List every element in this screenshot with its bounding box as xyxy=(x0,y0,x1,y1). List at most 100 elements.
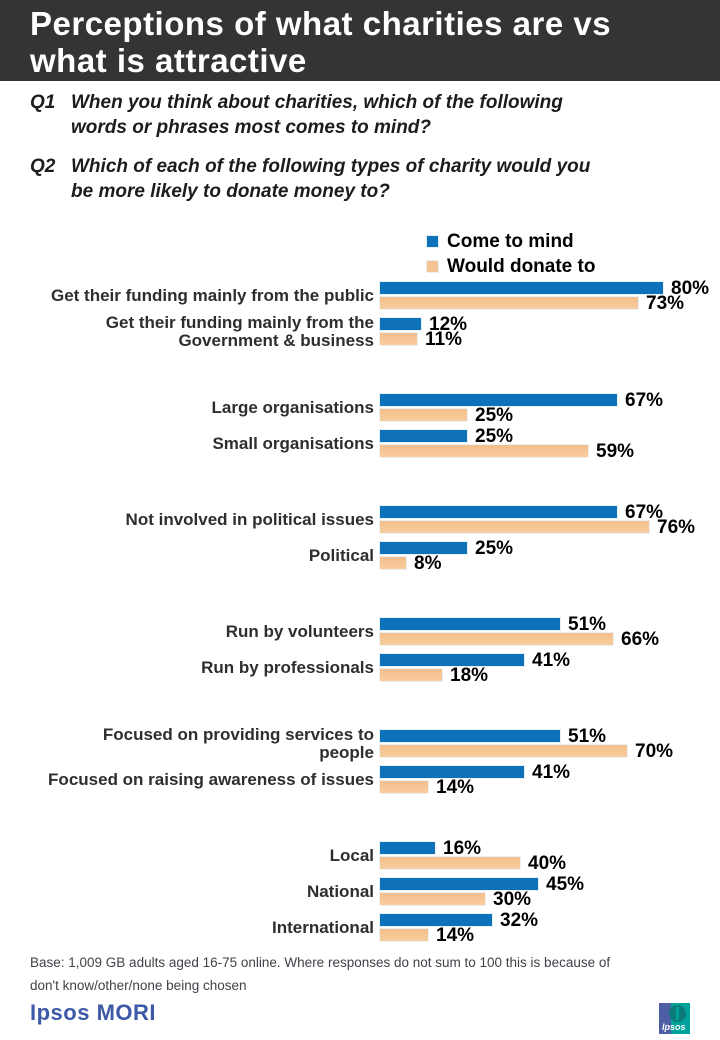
category-label: International xyxy=(271,917,374,937)
value-label-come-to-mind: 25% xyxy=(475,538,514,559)
bar-would-donate-to xyxy=(379,520,650,534)
category-label: Large organisations xyxy=(211,397,374,417)
value-label-would-donate-to: 18% xyxy=(450,665,489,686)
category-label: Small organisations xyxy=(212,433,374,453)
ipsos-logo-stripe xyxy=(659,1003,671,1034)
bar-would-donate-to xyxy=(379,296,639,310)
value-label-would-donate-to: 14% xyxy=(436,925,475,946)
chart-row: Political 25% 8% xyxy=(0,538,720,574)
question-number: Q1 xyxy=(30,92,56,113)
bar-would-donate-to xyxy=(379,928,429,942)
ipsos-logo-figure-icon xyxy=(669,1005,686,1022)
bar-would-donate-to xyxy=(379,780,429,794)
value-label-would-donate-to: 59% xyxy=(596,441,635,462)
category-label: Political xyxy=(308,545,374,565)
bar-come-to-mind xyxy=(379,765,525,779)
value-label-come-to-mind: 67% xyxy=(625,390,664,411)
chart-row: International 32% 14% xyxy=(0,910,720,946)
base-note: Base: 1,009 GB adults aged 16-75 online.… xyxy=(30,955,611,993)
ipsos-logo-text: Ipsos xyxy=(662,1022,686,1032)
bar-would-donate-to xyxy=(379,408,468,422)
value-label-come-to-mind: 80% xyxy=(671,278,710,299)
question-q2: Q2 Which of each of the following types … xyxy=(30,154,670,204)
chart-row: Small organisations 25% 59% xyxy=(0,426,720,462)
chart-row: Run by professionals 41% 18% xyxy=(0,650,720,686)
chart-row: Run by volunteers 51% 66% xyxy=(0,614,720,650)
question-q1: Q1 When you think about charities, which… xyxy=(30,90,670,140)
value-label-would-donate-to: 25% xyxy=(475,405,514,426)
value-label-come-to-mind: 41% xyxy=(532,762,571,783)
bar-would-donate-to xyxy=(379,892,486,906)
category-label: National xyxy=(306,881,374,901)
bar-would-donate-to xyxy=(379,632,614,646)
category-label: Get their funding mainly from the public xyxy=(50,285,374,305)
question-text: Which of each of the following types of … xyxy=(71,156,591,202)
category-label: Run by professionals xyxy=(201,657,374,677)
bar-come-to-mind xyxy=(379,317,422,331)
value-label-come-to-mind: 32% xyxy=(500,910,539,931)
chart-row: Get their funding mainly from the Govern… xyxy=(0,313,720,350)
value-label-come-to-mind: 25% xyxy=(475,426,514,447)
value-label-would-donate-to: 70% xyxy=(635,741,674,762)
category-label: Focused on raising awareness of issues xyxy=(48,769,374,789)
value-label-come-to-mind: 67% xyxy=(625,502,664,523)
brand-wordmark: Ipsos MORI xyxy=(30,1000,157,1025)
value-label-come-to-mind: 51% xyxy=(568,614,607,635)
value-label-would-donate-to: 76% xyxy=(657,517,696,538)
bar-would-donate-to xyxy=(379,332,418,346)
value-label-would-donate-to: 30% xyxy=(493,889,532,910)
value-label-come-to-mind: 51% xyxy=(568,726,607,747)
bar-come-to-mind xyxy=(379,877,539,891)
legend-swatch-would-donate-to xyxy=(426,260,439,273)
questions-block: Q1 When you think about charities, which… xyxy=(30,90,670,218)
value-label-would-donate-to: 8% xyxy=(414,553,442,574)
bar-would-donate-to xyxy=(379,444,589,458)
chart-row: Focused on providing services to people 5… xyxy=(0,725,720,762)
bar-come-to-mind xyxy=(379,729,561,743)
chart-legend: Come to mind Would donate to xyxy=(426,229,595,279)
value-label-would-donate-to: 73% xyxy=(646,293,685,314)
ipsos-logo: Ipsos xyxy=(659,1003,690,1034)
category-label: Local xyxy=(329,845,374,865)
chart-row: Focused on raising awareness of issues 41… xyxy=(0,762,720,798)
bar-would-donate-to xyxy=(379,556,407,570)
value-label-would-donate-to: 14% xyxy=(436,777,475,798)
bar-come-to-mind xyxy=(379,841,436,855)
bar-come-to-mind xyxy=(379,653,525,667)
chart-row: Get their funding mainly from the public… xyxy=(0,278,720,314)
bar-come-to-mind xyxy=(379,281,664,295)
chart-row: Local 16% 40% xyxy=(0,838,720,874)
value-label-would-donate-to: 66% xyxy=(621,629,660,650)
bar-come-to-mind xyxy=(379,913,493,927)
chart-row: Large organisations 67% 25% xyxy=(0,390,720,426)
question-number: Q2 xyxy=(30,156,56,177)
bar-would-donate-to xyxy=(379,744,628,758)
page-title: Perceptions of what charities are vs wha… xyxy=(30,5,612,79)
value-label-come-to-mind: 16% xyxy=(443,838,482,859)
bar-come-to-mind xyxy=(379,617,561,631)
bar-would-donate-to xyxy=(379,856,521,870)
value-label-would-donate-to: 11% xyxy=(425,329,462,350)
legend-label: Would donate to xyxy=(447,255,596,277)
value-label-come-to-mind: 45% xyxy=(546,874,585,895)
value-label-come-to-mind: 41% xyxy=(532,650,571,671)
legend-swatch-come-to-mind xyxy=(426,235,439,248)
bar-come-to-mind xyxy=(379,505,618,519)
bar-come-to-mind xyxy=(379,541,468,555)
title-bar: Perceptions of what charities are vs wha… xyxy=(0,0,720,81)
legend-item-come-to-mind: Come to mind xyxy=(426,229,595,254)
category-label: Get their funding mainly from the Govern… xyxy=(105,312,374,350)
value-label-would-donate-to: 40% xyxy=(528,853,567,874)
bar-would-donate-to xyxy=(379,668,443,682)
legend-label: Come to mind xyxy=(447,230,574,252)
question-text: When you think about charities, which of… xyxy=(71,92,563,138)
value-label-come-to-mind: 12% xyxy=(429,314,468,335)
bar-come-to-mind xyxy=(379,393,618,407)
bar-come-to-mind xyxy=(379,429,468,443)
category-label: Focused on providing services to people xyxy=(102,724,374,762)
bar-chart: Get their funding mainly from the public… xyxy=(0,278,720,946)
chart-row: National 45% 30% xyxy=(0,874,720,910)
category-label: Not involved in political issues xyxy=(125,509,374,529)
category-label: Run by volunteers xyxy=(225,621,374,641)
legend-item-would-donate-to: Would donate to xyxy=(426,254,595,279)
